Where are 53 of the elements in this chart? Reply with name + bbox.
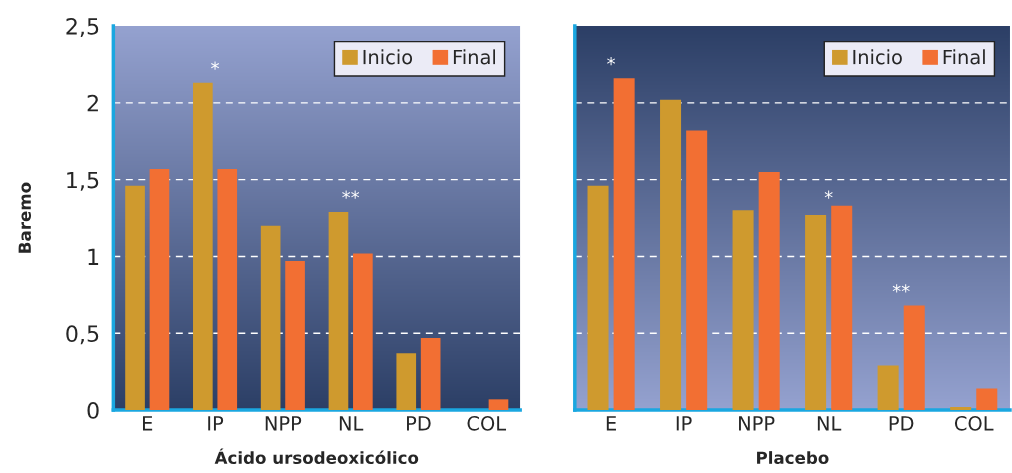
annotation: **: [892, 284, 910, 293]
bar: [831, 205, 853, 411]
x-tick-label: E: [606, 416, 616, 431]
bar: [353, 253, 373, 411]
x-tick-label: COL: [954, 415, 994, 431]
x-tick-label: IP: [208, 416, 224, 431]
x-tick-label: COL: [467, 415, 507, 431]
bar: [903, 305, 925, 411]
x-tick-label: NL: [339, 416, 364, 431]
bar: [587, 185, 609, 411]
bar: [193, 82, 213, 411]
y-tick-label: 0: [87, 402, 99, 419]
bar: [950, 407, 972, 411]
annotation: *: [824, 190, 833, 199]
y-tick-label: 1: [88, 248, 99, 265]
y-tick-label: 2,5: [66, 17, 99, 38]
y-axis-title: Baremo: [18, 182, 32, 253]
bar: [877, 365, 899, 411]
x-tick-label: IP: [676, 416, 692, 431]
x-tick-label: PD: [407, 416, 431, 431]
bar: [149, 168, 170, 411]
bar: [328, 211, 349, 411]
x-tick-label: NPP: [739, 416, 775, 431]
legend-label: Inicio: [853, 49, 902, 65]
legend-label: Final: [943, 49, 985, 65]
bar: [732, 210, 754, 411]
bar: [805, 214, 827, 411]
bar: [976, 388, 998, 411]
bar: [285, 261, 305, 411]
legend-label: Inicio: [363, 49, 413, 65]
bar: [260, 225, 281, 411]
x-tick-label: E: [143, 416, 153, 431]
y-tick-label: 2: [87, 94, 98, 112]
bar: [125, 185, 145, 411]
bar: [613, 78, 635, 411]
bar: [420, 337, 441, 411]
x-tick-label: NL: [817, 416, 842, 431]
annotation: **: [342, 190, 360, 199]
annotation: *: [211, 61, 220, 70]
bar: [660, 99, 682, 411]
y-tick-label: 0,5: [66, 325, 99, 345]
bar: [396, 353, 417, 411]
x-tick-label: NPP: [265, 416, 302, 431]
bar: [686, 130, 708, 411]
legend-label: Final: [453, 49, 496, 65]
y-tick-label: 1,5: [67, 171, 99, 191]
bar: [758, 171, 780, 411]
bar: [217, 168, 238, 411]
x-axis-title: Placebo: [757, 451, 829, 465]
x-axis-title: Ácido ursodeoxicólico: [214, 448, 419, 465]
bar: [488, 399, 509, 411]
x-tick-label: PD: [889, 416, 914, 431]
annotation: *: [607, 56, 616, 66]
